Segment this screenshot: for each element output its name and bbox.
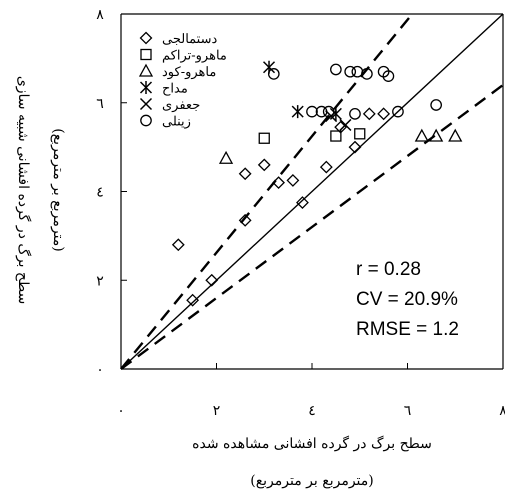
point-diamond-12 [362, 107, 376, 121]
point-diamond-3 [238, 167, 252, 181]
point-diamond-2 [205, 273, 219, 287]
reference-line-2 [120, 84, 504, 370]
y-axis-unit: (مترمربع بر مترمربع) [50, 128, 66, 251]
tick-marks [120, 13, 504, 370]
point-asterisk-2 [329, 107, 342, 121]
legend-label-4: جعفری [162, 98, 200, 113]
point-circle-12 [430, 99, 442, 111]
point-diamond-9 [319, 160, 333, 174]
reference-line-0 [120, 13, 504, 370]
legend-label-5: زینلی [162, 115, 191, 130]
point-triangle-1 [414, 128, 429, 142]
annotation-cv: CV = 20.9% [356, 289, 458, 310]
annotation-r: r = 0.28 [356, 259, 421, 280]
legend-label-0: دستمالجی [162, 32, 217, 47]
x-tick-label-4: ٨ [499, 403, 505, 419]
point-triangle-0 [218, 150, 234, 164]
point-diamond-5 [257, 158, 271, 172]
point-circle-1 [306, 105, 318, 118]
annotation-rmse: RMSE = 1.2 [356, 319, 459, 340]
x-tick-label-3: ٦ [404, 403, 412, 419]
legend-label-3: مداح [162, 82, 188, 97]
y-tick-label-0: ۰ [96, 362, 104, 378]
reference-line-1 [120, 13, 414, 370]
legend-marker-x [139, 97, 153, 111]
point-circle-3 [322, 105, 335, 118]
y-tick-label-4: ٨ [96, 7, 104, 23]
y-tick-label-1: ۲ [96, 273, 104, 289]
point-circle-0 [267, 68, 280, 80]
x-tick-label-1: ۲ [213, 403, 221, 419]
point-square-0 [258, 132, 270, 144]
y-axis-title: سطح برگ در گرده افشانی شبیه سازی [15, 76, 32, 304]
point-asterisk-1 [291, 105, 304, 119]
point-circle-10 [382, 70, 395, 82]
x-tick-label-0: ۰ [117, 403, 125, 419]
x-axis-unit: (مترمربع بر مترمربع) [250, 473, 373, 489]
data-points [171, 60, 463, 307]
point-triangle-2 [429, 128, 444, 142]
point-x-1 [339, 118, 352, 131]
legend-marker-square [140, 48, 152, 61]
point-diamond-6 [272, 176, 285, 190]
point-circle-4 [330, 63, 342, 76]
point-diamond-8 [296, 196, 309, 210]
point-diamond-1 [186, 293, 200, 307]
point-circle-5 [344, 65, 357, 78]
point-diamond-11 [348, 140, 362, 154]
reference-lines [120, 13, 504, 370]
tick-labels: ۰ ۲ ٤ ٦ ٨ ۰ ۲ ٤ ٦ ٨ [96, 7, 505, 419]
point-diamond-7 [286, 173, 300, 187]
legend-label-2: ماهرو-کود [162, 65, 216, 80]
point-square-1 [330, 130, 342, 142]
point-circle-2 [315, 105, 328, 118]
legend-label-1: ماهرو-تراکم [162, 49, 227, 64]
point-triangle-3 [448, 128, 463, 142]
point-diamond-4 [238, 213, 252, 227]
point-circle-11 [392, 105, 404, 118]
x-tick-label-2: ٤ [308, 403, 316, 419]
x-axis-title: سطح برگ در گرده افشانی مشاهده شده [192, 435, 432, 452]
point-square-2 [354, 128, 366, 140]
legend-marker-circle [140, 114, 152, 127]
point-diamond-0 [171, 238, 185, 252]
legend-marker-asterisk [139, 81, 153, 94]
y-tick-label-2: ٤ [96, 185, 104, 201]
point-circle-6 [349, 107, 361, 120]
point-circle-8 [361, 68, 373, 80]
point-diamond-13 [377, 107, 391, 121]
point-circle-7 [351, 65, 364, 78]
y-tick-label-3: ٦ [96, 96, 104, 112]
legend-marker-diamond [139, 31, 153, 45]
legend-marker-triangle [138, 63, 154, 77]
